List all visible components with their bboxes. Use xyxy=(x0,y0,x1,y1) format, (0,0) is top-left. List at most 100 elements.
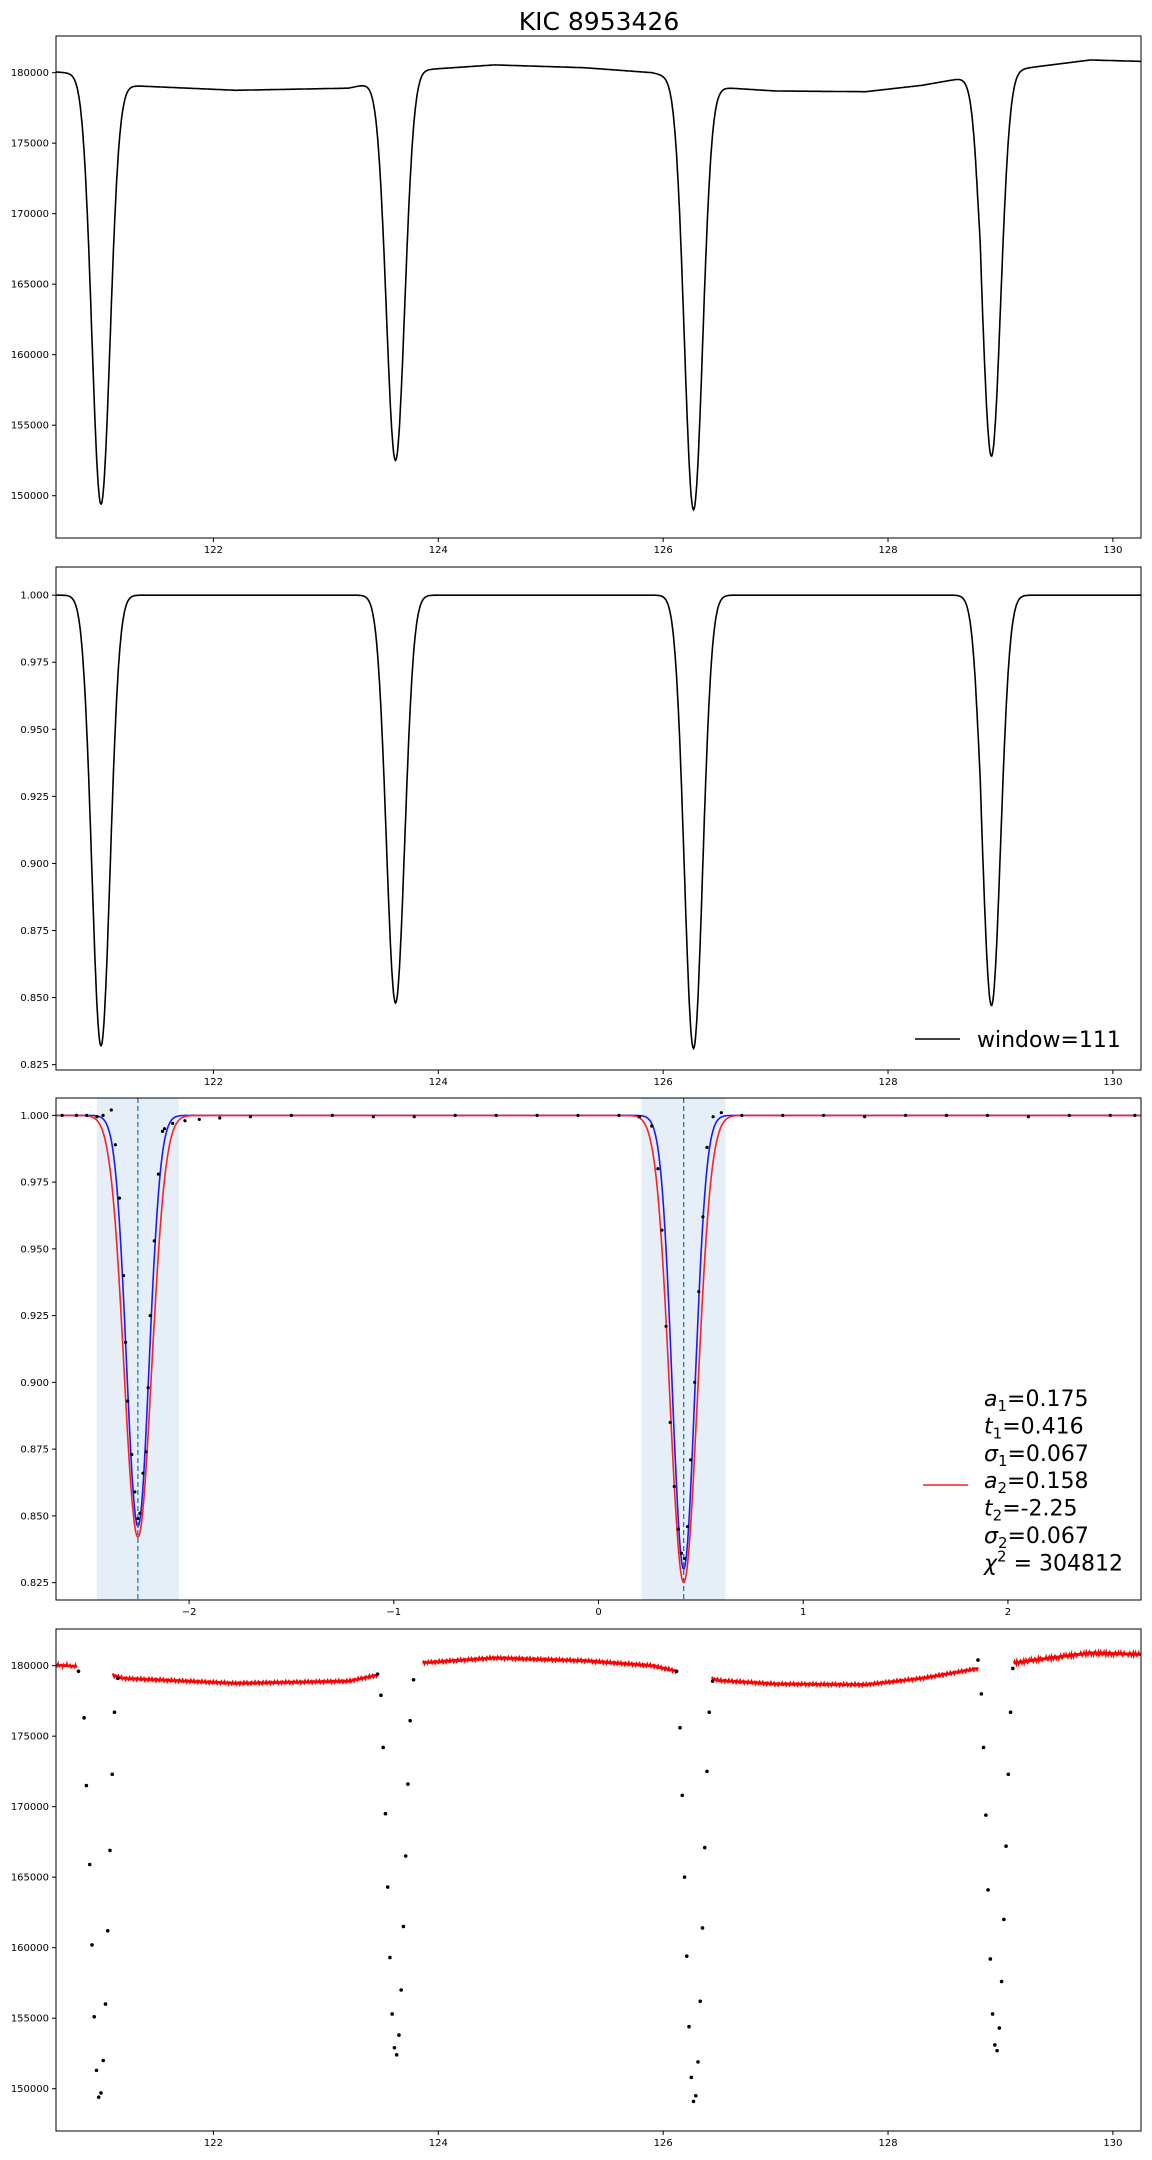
x-tick-label: −2 xyxy=(182,1607,197,1618)
data-point xyxy=(171,1121,175,1125)
eclipse-point xyxy=(103,2002,108,2006)
eclipse-point xyxy=(698,1999,703,2004)
eclipse-point xyxy=(687,2024,691,2029)
eclipse-point xyxy=(385,1885,390,1889)
y-tick-label: 1.000 xyxy=(20,1111,49,1122)
eclipse-point xyxy=(997,2026,1002,2030)
data-point xyxy=(121,1273,126,1278)
data-point xyxy=(656,1167,660,1171)
data-point xyxy=(576,1113,580,1117)
legend-line: σ2=0.067 xyxy=(984,1524,1089,1552)
eclipse-point xyxy=(101,2058,106,2063)
plot-area xyxy=(56,59,1141,512)
eclipse-point xyxy=(411,1677,416,1682)
data-point xyxy=(197,1117,201,1121)
data-point xyxy=(289,1113,294,1117)
eclipse-point xyxy=(999,1979,1004,1984)
x-tick-label: −1 xyxy=(386,1607,401,1618)
flux-line xyxy=(56,59,1141,512)
eclipse-point xyxy=(710,1679,715,1683)
y-tick-label: 0.850 xyxy=(20,993,49,1004)
data-point xyxy=(162,1127,167,1131)
data-point xyxy=(693,1380,697,1384)
eclipse-point xyxy=(390,2012,394,2016)
y-tick-label: 170000 xyxy=(11,209,49,220)
y-tick-label: 175000 xyxy=(11,139,49,150)
x-tick-label: 122 xyxy=(204,545,223,556)
eclipse-point xyxy=(993,2043,997,2047)
eclipse-point xyxy=(684,1954,689,1958)
y-tick-label: 0.900 xyxy=(20,859,49,870)
detrended-baseline-points xyxy=(710,1666,979,1689)
eclipse-point xyxy=(110,1772,115,1777)
data-point xyxy=(412,1115,416,1119)
eclipse-point xyxy=(988,1957,993,1961)
eclipse-point xyxy=(408,1718,412,1723)
data-point xyxy=(711,1115,715,1119)
eclipse-point xyxy=(1002,1917,1006,1922)
y-tick-label: 150000 xyxy=(11,2084,49,2095)
data-point xyxy=(138,1511,142,1515)
data-point xyxy=(676,1527,680,1531)
data-point xyxy=(903,1113,908,1117)
y-tick-label: 155000 xyxy=(11,421,49,432)
eclipse-point xyxy=(87,1862,92,1867)
data-point xyxy=(1108,1113,1112,1117)
x-tick-label: 124 xyxy=(429,2138,448,2149)
data-point xyxy=(141,1471,145,1475)
x-tick-label: 124 xyxy=(429,545,448,556)
data-point xyxy=(1067,1113,1071,1117)
data-point xyxy=(74,1113,79,1117)
data-point xyxy=(133,1490,137,1494)
data-point xyxy=(136,1516,140,1521)
eclipse-point xyxy=(96,2095,101,2099)
data-point xyxy=(218,1116,222,1120)
eclipse-point xyxy=(94,2068,99,2073)
y-tick-label: 0.925 xyxy=(20,1311,49,1322)
eclipse-point xyxy=(108,1848,112,1853)
y-tick-label: 160000 xyxy=(11,350,49,361)
eclipse-point xyxy=(689,2075,694,2080)
data-point xyxy=(863,1115,867,1119)
data-point xyxy=(660,1228,664,1232)
x-tick-label: 1 xyxy=(800,1607,806,1618)
legend: window=111 xyxy=(915,1028,1121,1053)
eclipse-point xyxy=(674,1669,679,1674)
detrended-baseline-points xyxy=(111,1672,379,1688)
data-point xyxy=(152,1239,156,1243)
data-point xyxy=(160,1129,165,1133)
y-tick-label: 0.925 xyxy=(20,792,49,803)
data-point xyxy=(617,1113,621,1117)
y-tick-label: 0.900 xyxy=(20,1378,49,1389)
data-point xyxy=(701,1215,705,1219)
eclipse-point xyxy=(403,1854,408,1858)
legend-line: a1=0.175 xyxy=(984,1387,1088,1415)
data-point xyxy=(494,1113,498,1117)
flux-line xyxy=(56,594,1141,1051)
detrended-baseline-points xyxy=(56,1660,78,1671)
y-tick-label: 0.825 xyxy=(20,1060,49,1071)
data-point xyxy=(685,1524,690,1529)
plot-area xyxy=(56,1648,1141,2104)
eclipse-point xyxy=(1004,1844,1008,1848)
data-point xyxy=(109,1108,113,1112)
legend-line: t2=-2.25 xyxy=(984,1497,1078,1525)
data-point xyxy=(650,1124,654,1128)
eclipse-point xyxy=(112,1710,117,1714)
eclipse-point xyxy=(1008,1710,1013,1714)
y-tick-label: 0.875 xyxy=(20,926,49,937)
eclipse-point xyxy=(105,1928,110,1933)
model-curve-red xyxy=(56,1114,1141,1584)
x-tick-label: 130 xyxy=(1103,545,1122,556)
axes-frame xyxy=(55,566,1142,1071)
y-tick-label: 0.950 xyxy=(20,725,49,736)
eclipse-point xyxy=(381,1745,385,1750)
data-point xyxy=(156,1172,160,1176)
x-tick-label: 130 xyxy=(1103,2138,1122,2149)
data-point xyxy=(85,1113,89,1117)
eclipse-point xyxy=(375,1672,380,1676)
panel-raw-flux: 122 124 126 128 130 150000 155000 160000 165000 1… xyxy=(11,35,1142,556)
legend-line: χ2 = 304812 xyxy=(983,1547,1123,1576)
x-tick-label: 130 xyxy=(1103,1077,1122,1088)
